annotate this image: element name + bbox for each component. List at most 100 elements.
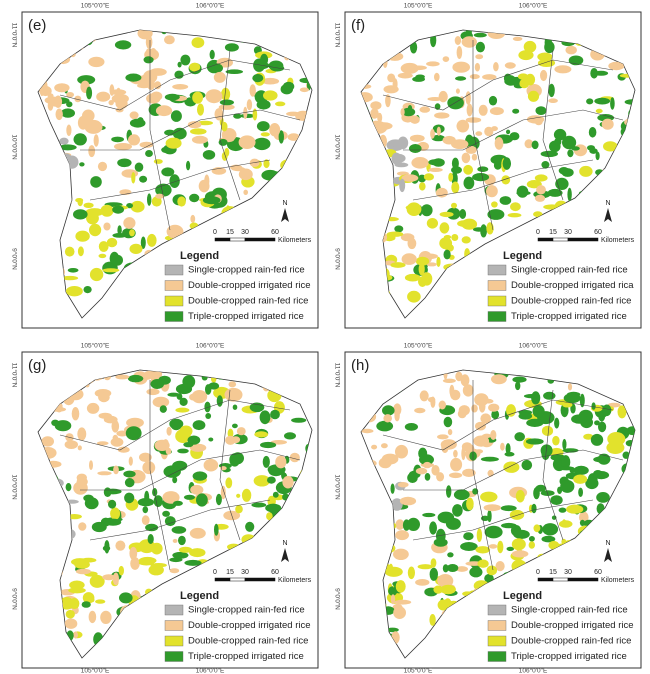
- longitude-label: 106°0'0"E: [196, 667, 225, 674]
- rice-patch: [456, 119, 470, 133]
- rice-patch: [69, 580, 85, 590]
- rice-patch: [119, 592, 133, 604]
- rice-patch: [64, 440, 79, 449]
- rice-patch: [54, 95, 63, 108]
- rice-patch: [165, 137, 182, 149]
- rice-patch: [451, 234, 459, 241]
- scale-segment: [552, 237, 569, 242]
- rice-patch: [162, 510, 171, 517]
- province-boundary: [412, 499, 594, 541]
- rice-patch: [409, 144, 422, 153]
- rice-patch: [183, 494, 196, 500]
- rice-patch: [383, 414, 392, 423]
- province-boundary: [89, 499, 271, 541]
- rice-patch: [554, 65, 572, 74]
- rice-patch: [192, 91, 204, 104]
- rice-patch: [221, 121, 228, 132]
- rice-patch: [284, 432, 296, 440]
- rice-patch: [475, 54, 484, 60]
- rice-patch: [443, 235, 452, 240]
- rice-patch: [526, 115, 545, 124]
- rice-patch: [154, 439, 170, 451]
- rice-patch: [124, 478, 135, 488]
- rice-patch: [233, 113, 242, 119]
- scale-segment: [537, 577, 554, 582]
- rice-patch: [428, 159, 441, 166]
- rice-patch: [562, 438, 567, 450]
- rice-patch: [203, 458, 219, 472]
- rice-patch: [540, 490, 555, 496]
- rice-patch: [548, 98, 558, 103]
- scale-segment: [567, 577, 599, 582]
- legend-swatch: [164, 280, 184, 291]
- rice-patch: [236, 493, 241, 498]
- rice-patch: [253, 475, 271, 487]
- rice-patch: [480, 224, 487, 238]
- rice-patch: [189, 527, 206, 539]
- rice-patch: [453, 449, 458, 458]
- rice-patch: [595, 108, 603, 114]
- scale-segment: [552, 577, 569, 582]
- rice-patch: [254, 431, 269, 438]
- rice-patch: [509, 509, 525, 520]
- rice-patch: [459, 209, 467, 219]
- rice-patch: [167, 392, 180, 397]
- rice-patch: [291, 417, 307, 423]
- rice-patch: [478, 104, 488, 116]
- rice-patch: [260, 132, 270, 137]
- rice-patch: [567, 383, 573, 391]
- rice-patch: [526, 418, 544, 427]
- rice-patch: [90, 176, 102, 188]
- rice-patch: [429, 521, 437, 535]
- rice-patch: [110, 507, 121, 520]
- rice-patch: [518, 412, 533, 420]
- rice-patch: [60, 108, 75, 118]
- rice-patch: [126, 417, 144, 428]
- rice-patch: [554, 137, 562, 146]
- rice-patch: [401, 107, 416, 117]
- rice-patch: [466, 30, 472, 39]
- rice-patch: [139, 141, 154, 148]
- rice-patch: [161, 167, 175, 177]
- legend-label: Single-cropped rain-fed rice: [511, 265, 628, 276]
- rice-patch: [446, 485, 452, 498]
- latitude-label: 9°0'0"N: [333, 248, 341, 270]
- rice-patch: [111, 254, 124, 266]
- legend-box: [160, 586, 316, 666]
- rice-patch: [516, 185, 529, 198]
- rice-patch: [75, 198, 84, 203]
- rice-patch: [86, 402, 100, 414]
- rice-patch: [480, 413, 491, 424]
- province-boundary: [472, 380, 494, 571]
- rice-patch: [108, 499, 117, 509]
- rice-patch: [150, 48, 157, 58]
- province-boundary: [403, 109, 624, 151]
- rice-patch: [202, 150, 216, 160]
- rice-patch: [566, 504, 584, 514]
- rice-patch: [404, 273, 421, 282]
- scale-tick-label: 60: [594, 229, 602, 236]
- legend-swatch: [487, 280, 507, 291]
- rice-patch: [399, 178, 406, 193]
- rice-patch: [421, 204, 433, 217]
- rice-patch: [282, 475, 294, 489]
- longitude-label: 105°0'0"E: [404, 342, 433, 350]
- legend-label: Triple-cropped irrigated rice: [188, 651, 304, 662]
- rice-patch: [139, 452, 152, 462]
- rice-patch: [252, 108, 258, 121]
- rice-patch: [84, 119, 103, 134]
- rice-patch: [98, 392, 110, 403]
- rice-patch: [562, 135, 577, 150]
- rice-patch: [253, 137, 271, 151]
- rice-patch: [111, 420, 120, 433]
- province-boundary: [542, 389, 564, 541]
- province-boundary: [382, 399, 614, 451]
- rice-patch: [603, 141, 618, 152]
- legend-swatch: [164, 311, 184, 322]
- rice-patch: [100, 204, 114, 217]
- rice-patch: [147, 233, 157, 247]
- rice-patch: [521, 459, 533, 471]
- rice-patch: [58, 144, 77, 151]
- rice-patch: [117, 446, 130, 453]
- rice-patch: [531, 503, 537, 514]
